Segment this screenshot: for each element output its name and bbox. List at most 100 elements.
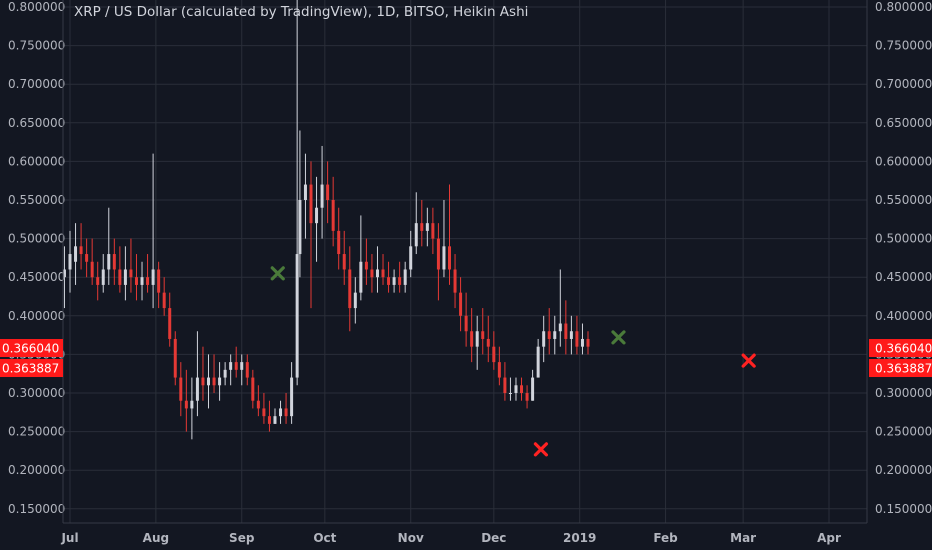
candle-body bbox=[353, 292, 357, 309]
candle-body bbox=[586, 338, 590, 347]
y-tick-label-right: 0.750000 bbox=[875, 39, 932, 53]
candle-body bbox=[481, 331, 485, 339]
x-tick-label: Nov bbox=[398, 531, 424, 545]
candle-body bbox=[62, 269, 66, 278]
candle-body bbox=[475, 331, 479, 347]
candle-body bbox=[431, 223, 435, 239]
candle-body bbox=[129, 269, 133, 278]
candle-body bbox=[284, 408, 288, 417]
candle-body bbox=[190, 400, 194, 409]
candle-body bbox=[245, 362, 249, 378]
y-tick-label-right: 0.300000 bbox=[875, 386, 932, 400]
x-marker-stroke bbox=[270, 266, 285, 281]
candle-body bbox=[279, 408, 283, 417]
x-marker-red bbox=[741, 353, 756, 368]
candle-body bbox=[218, 377, 222, 386]
candle-body bbox=[370, 269, 374, 278]
y-tick-label-right: 0.450000 bbox=[875, 270, 932, 284]
candle-body bbox=[558, 323, 562, 332]
price-tag-box bbox=[869, 339, 932, 358]
candle-body bbox=[212, 377, 216, 386]
x-tick-label: Mar bbox=[730, 531, 756, 545]
candle-body bbox=[536, 346, 540, 378]
candle-body bbox=[179, 377, 183, 401]
x-marker-red bbox=[533, 442, 549, 457]
y-tick-label-right: 0.250000 bbox=[875, 425, 932, 439]
candle-body bbox=[486, 338, 490, 347]
y-tick-label-right: 0.200000 bbox=[875, 463, 932, 477]
y-tick-label-left: 0.200000 bbox=[8, 463, 65, 477]
candle-body bbox=[442, 246, 446, 270]
chart-title: XRP / US Dollar (calculated by TradingVi… bbox=[74, 4, 529, 20]
candle-body bbox=[398, 277, 402, 285]
candle-body bbox=[409, 246, 413, 270]
x-tick-label: Oct bbox=[313, 531, 336, 545]
candle-body bbox=[342, 254, 346, 270]
candle-body bbox=[575, 331, 579, 347]
candle-body bbox=[240, 362, 244, 370]
x-tick-label: 2019 bbox=[563, 531, 596, 545]
y-tick-label-right: 0.400000 bbox=[875, 309, 932, 323]
candle-body bbox=[267, 416, 271, 424]
y-tick-label-left: 0.550000 bbox=[8, 193, 65, 207]
candle-body bbox=[315, 207, 319, 224]
candle-body bbox=[146, 277, 150, 285]
candle-body bbox=[195, 377, 199, 401]
candle-body bbox=[201, 377, 205, 386]
candle-body bbox=[542, 331, 546, 347]
candle-body bbox=[157, 269, 161, 293]
candle-body bbox=[326, 184, 330, 200]
candle-body bbox=[414, 223, 418, 247]
y-tick-label-left: 0.800000 bbox=[8, 0, 65, 14]
candle-body bbox=[547, 331, 551, 339]
candle-body bbox=[134, 277, 138, 285]
candle-body bbox=[234, 362, 238, 370]
y-tick-label-left: 0.150000 bbox=[8, 502, 65, 516]
markers bbox=[270, 266, 756, 457]
candle-body bbox=[223, 369, 227, 378]
candle-body bbox=[173, 338, 177, 378]
y-tick-label-left: 0.400000 bbox=[8, 309, 65, 323]
x-marker-green bbox=[270, 266, 285, 281]
y-tick-label-left: 0.300000 bbox=[8, 386, 65, 400]
x-tick-label: Sep bbox=[229, 531, 255, 545]
candle-body bbox=[569, 331, 573, 339]
candle-body bbox=[503, 377, 507, 393]
candle-body bbox=[520, 385, 524, 393]
candle-body bbox=[375, 269, 379, 278]
candle-body bbox=[207, 377, 211, 386]
candle-body bbox=[387, 277, 391, 285]
candle-body bbox=[112, 254, 116, 270]
candle-body bbox=[68, 254, 72, 270]
candle-body bbox=[290, 377, 294, 417]
candle-body bbox=[298, 200, 302, 255]
candle-body bbox=[470, 331, 474, 347]
y-tick-label-right: 0.650000 bbox=[875, 116, 932, 130]
candle-body bbox=[320, 184, 324, 208]
y-tick-label-right: 0.600000 bbox=[875, 154, 932, 168]
x-tick-label: Apr bbox=[817, 531, 841, 545]
x-marker-stroke bbox=[533, 442, 549, 457]
y-tick-label-left: 0.500000 bbox=[8, 232, 65, 246]
candle-body bbox=[101, 269, 105, 285]
candle-body bbox=[464, 315, 468, 332]
candles bbox=[62, 0, 590, 440]
price-tag-label: 0.366040 bbox=[875, 342, 932, 356]
candle-body bbox=[381, 269, 385, 278]
y-tick-label-right: 0.700000 bbox=[875, 77, 932, 91]
candle-body bbox=[140, 277, 144, 285]
y-tick-label-left: 0.600000 bbox=[8, 154, 65, 168]
y-tick-label-left: 0.650000 bbox=[8, 116, 65, 130]
x-marker-green bbox=[611, 330, 626, 345]
candle-body bbox=[508, 393, 512, 394]
candle-body bbox=[118, 269, 122, 285]
candle-body bbox=[251, 377, 255, 401]
candle-body bbox=[436, 238, 440, 270]
x-tick-label: Dec bbox=[481, 531, 506, 545]
x-tick-label: Aug bbox=[143, 531, 169, 545]
candle-body bbox=[90, 261, 94, 278]
